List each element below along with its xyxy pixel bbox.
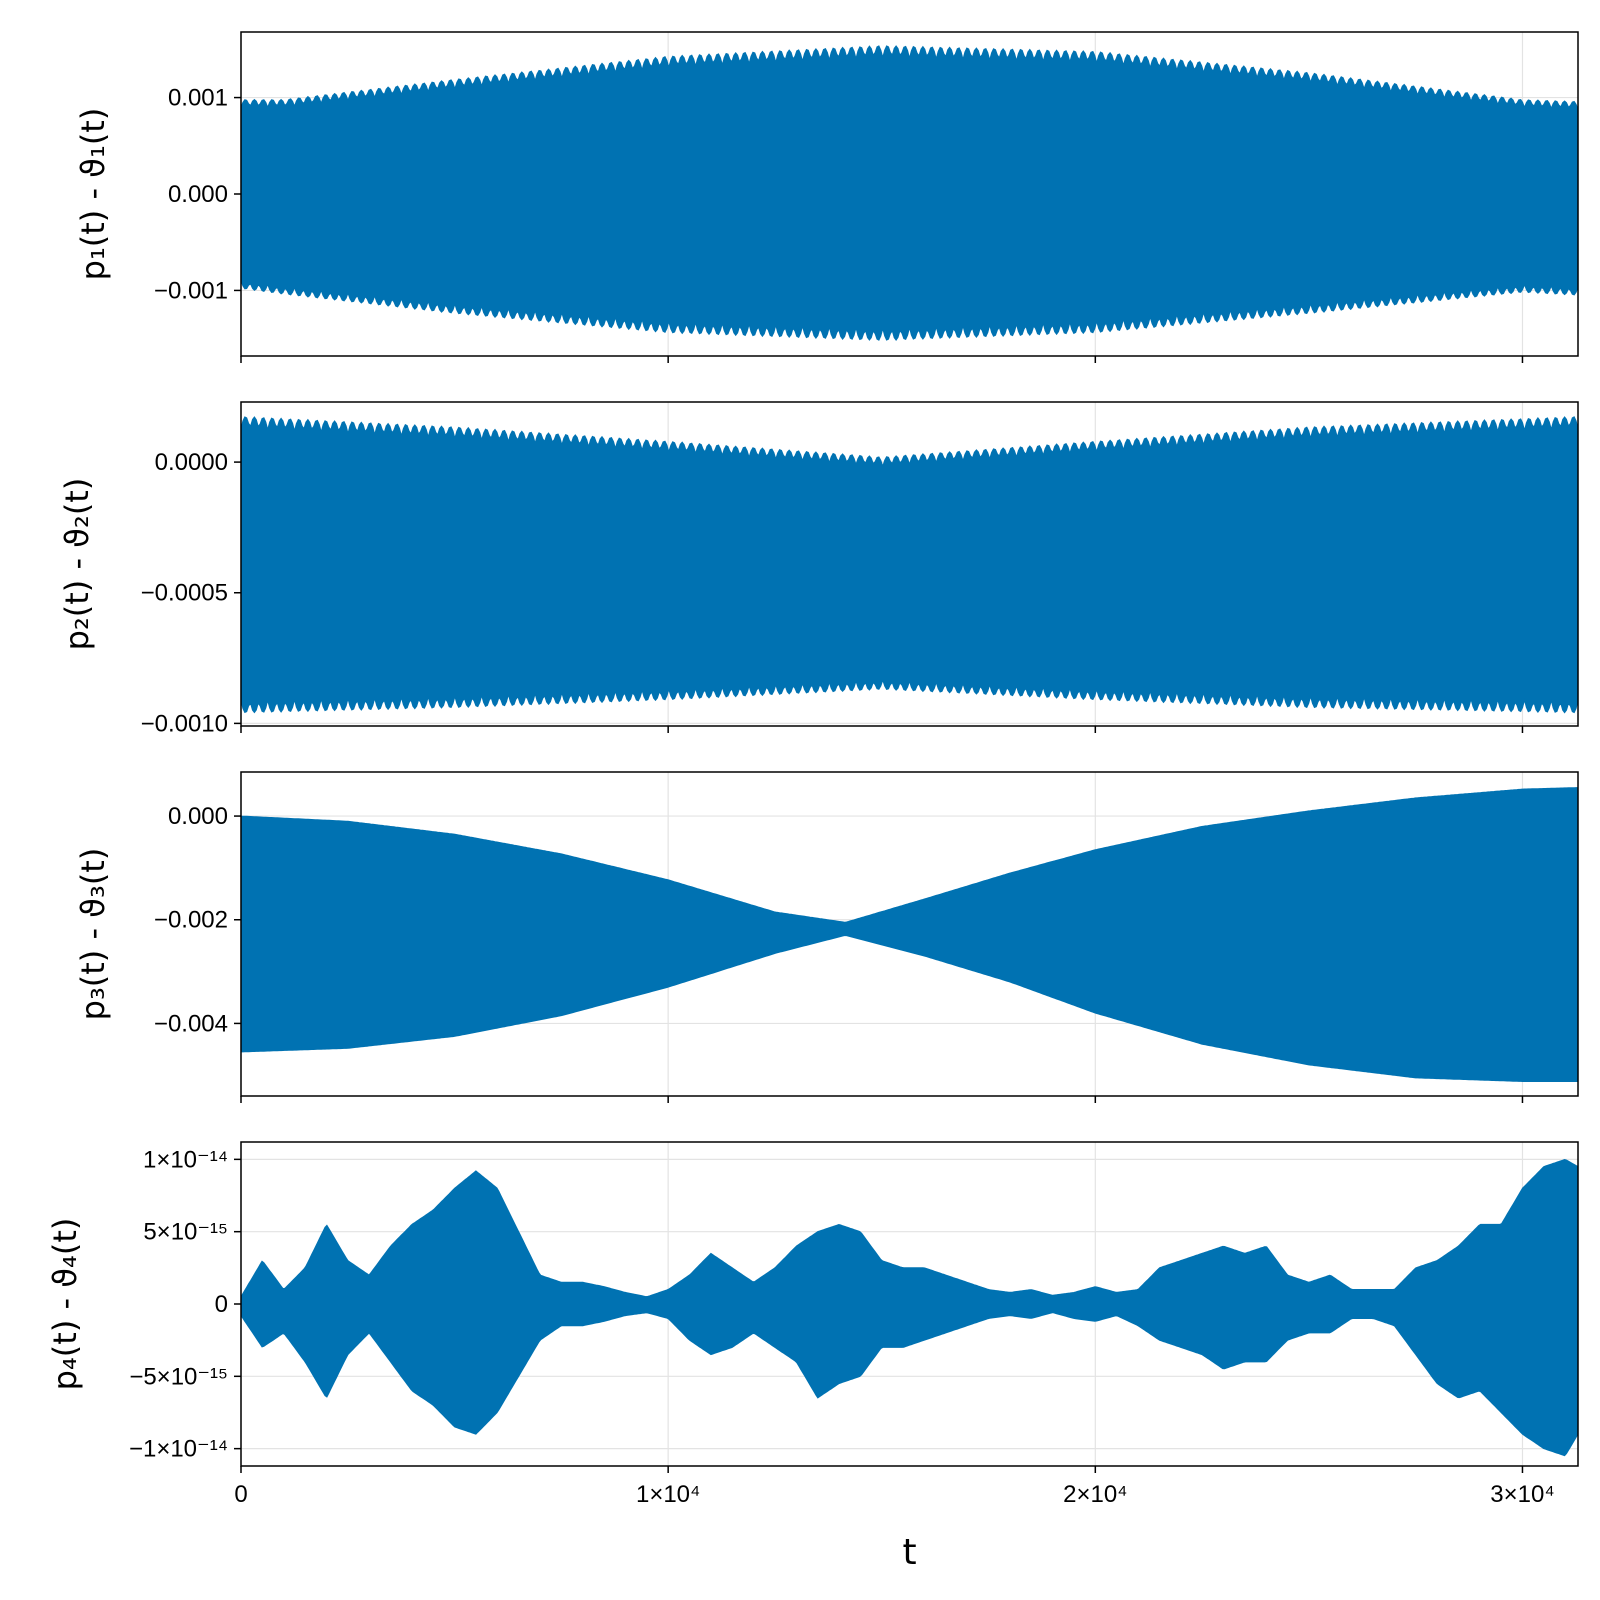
y-tick-label: 0.001 (168, 85, 228, 112)
y-axis-label: p₁(t) - ϑ₁(t) (74, 108, 112, 281)
y-tick-label: −0.0010 (141, 710, 228, 737)
series-band (240, 787, 1579, 1082)
y-tick-label: −1×10⁻¹⁴ (129, 1436, 228, 1463)
y-tick-label: 5×10⁻¹⁵ (143, 1219, 228, 1246)
y-tick-label: −5×10⁻¹⁵ (129, 1363, 228, 1390)
panel-2: 0.0000 −0.0005 −0.0010 p₂(t) - ϑ₂(t) (58, 401, 1579, 737)
x-tick-label: 1×10⁴ (636, 1481, 700, 1508)
panel-1: 0.001 0.000 −0.001 p₁(t) - ϑ₁(t) (74, 31, 1579, 363)
y-tick-label: 0.000 (168, 803, 228, 830)
panel-3: 0.000 −0.002 −0.004 p₃(t) - ϑ₃(t) (74, 771, 1579, 1103)
y-axis-label: p₂(t) - ϑ₂(t) (58, 478, 96, 651)
y-axis-label: p₃(t) - ϑ₃(t) (74, 848, 112, 1021)
y-tick-label: 0.0000 (155, 449, 228, 476)
y-axis-label: p₄(t) - ϑ₄(t) (46, 1218, 84, 1391)
series-band (240, 45, 1579, 341)
y-tick-label: −0.0005 (141, 580, 228, 607)
y-tick-label: 0 (215, 1291, 228, 1318)
y-tick-label: 1×10⁻¹⁴ (143, 1146, 228, 1173)
y-tick-label: −0.002 (154, 907, 228, 934)
y-tick-label: −0.004 (154, 1010, 228, 1037)
panel-4: 1×10⁻¹⁴ 5×10⁻¹⁵ 0 −5×10⁻¹⁵ −1×10⁻¹⁴ p₄(t) - ϑ… (46, 1141, 1579, 1573)
y-tick-label: 0.000 (168, 181, 228, 208)
x-axis-label: t (902, 1532, 916, 1573)
plot-frame (240, 401, 1579, 727)
series-band (240, 416, 1579, 714)
x-tick-label: 2×10⁴ (1063, 1481, 1127, 1508)
x-tick-label: 3×10⁴ (1490, 1481, 1554, 1508)
series-band (240, 1158, 1579, 1457)
y-tick-label: −0.001 (154, 277, 228, 304)
plot-frame (240, 771, 1579, 1097)
x-tick-label: 0 (234, 1481, 247, 1508)
